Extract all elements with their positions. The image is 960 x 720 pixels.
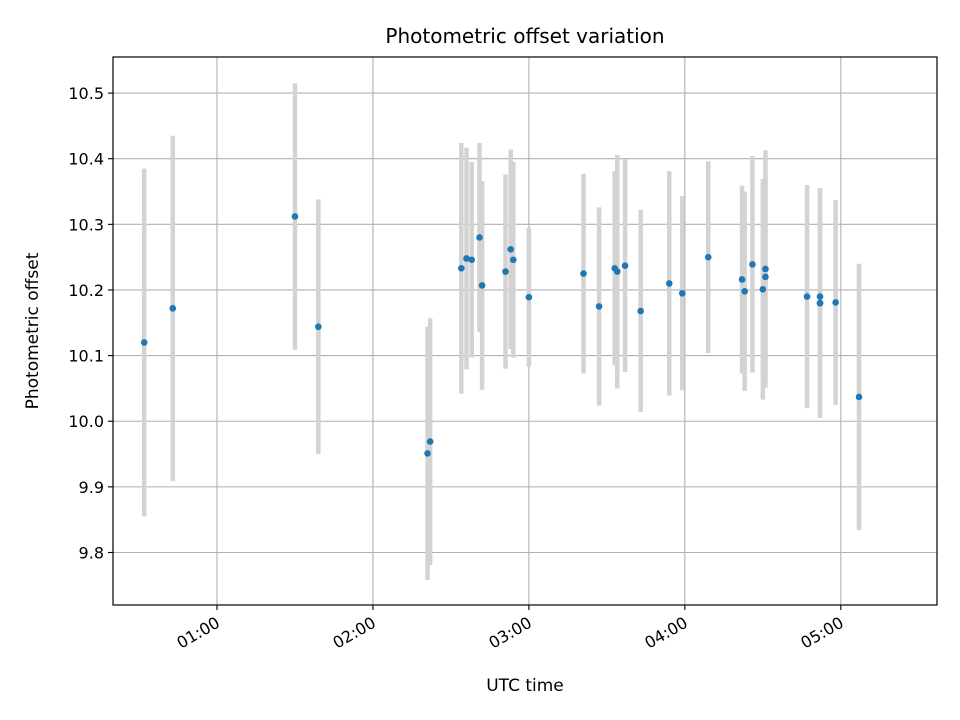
y-tick-label: 10.3 (68, 215, 104, 234)
data-point (832, 299, 839, 306)
y-tick-label: 10.5 (68, 84, 104, 103)
data-point (678, 289, 686, 297)
y-tick-label: 10.0 (68, 412, 104, 431)
data-point (424, 450, 431, 457)
data-point (816, 293, 824, 300)
y-tick-label: 10.2 (68, 281, 104, 300)
data-point (463, 255, 470, 262)
y-axis-title: Photometric offset (23, 252, 43, 409)
data-point (749, 261, 756, 268)
plot-area (113, 57, 937, 605)
data-point (478, 282, 486, 289)
y-tick-label: 10.1 (68, 347, 104, 366)
data-point (595, 303, 603, 310)
data-point (426, 438, 434, 445)
data-point (468, 256, 476, 264)
data-point (762, 273, 769, 281)
x-axis-title: UTC time (486, 676, 564, 696)
data-point (704, 253, 712, 261)
data-point (665, 280, 673, 287)
y-axis: 9.8 9.9 10.0 10.1 10.2 10.3 10.4 10.5 (68, 84, 113, 562)
y-tick-label: 9.8 (79, 543, 104, 562)
data-point (759, 286, 767, 293)
data-point (502, 268, 509, 275)
data-point (803, 293, 811, 300)
data-point (169, 305, 177, 312)
data-point (458, 265, 465, 272)
data-point (476, 234, 483, 241)
data-point (140, 339, 148, 346)
data-point (613, 268, 621, 275)
data-point (637, 307, 644, 315)
data-point (762, 265, 769, 273)
chart-title: Photometric offset variation (385, 24, 664, 48)
plot-frame (112, 56, 938, 606)
data-point (621, 262, 629, 269)
y-tick-label: 10.4 (68, 150, 104, 169)
data-point (738, 276, 746, 283)
data-point (741, 287, 748, 295)
data-point (507, 245, 515, 253)
y-tick-label: 9.9 (79, 478, 104, 497)
data-point (816, 299, 824, 307)
data-points (140, 213, 863, 457)
data-point (315, 323, 322, 331)
data-point (855, 393, 863, 401)
data-point (291, 213, 299, 220)
data-point (525, 293, 533, 301)
data-point (510, 256, 517, 264)
data-point (580, 270, 587, 277)
